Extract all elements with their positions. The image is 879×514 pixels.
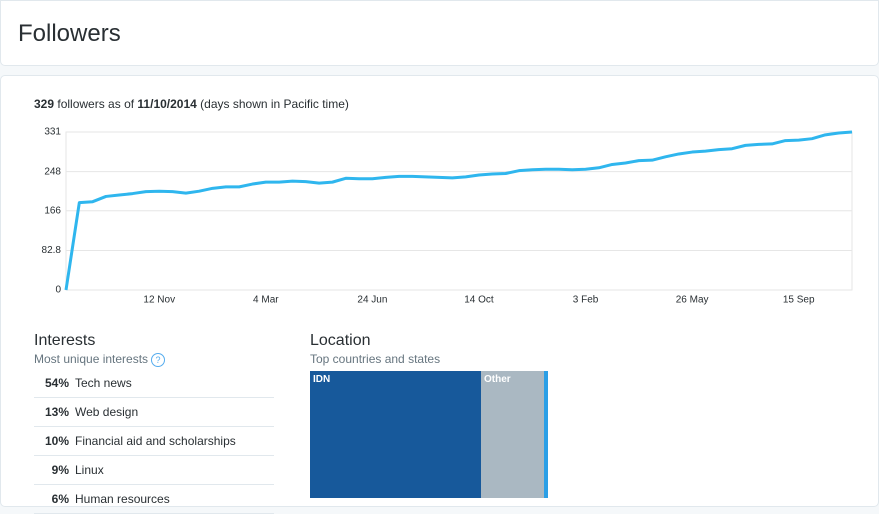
x-tick-label: 14 Oct	[464, 295, 494, 306]
interest-label: Human resources	[75, 492, 170, 506]
interest-label: Tech news	[75, 376, 132, 390]
count: 329	[34, 97, 55, 111]
x-tick-label: 26 May	[676, 295, 709, 306]
x-tick-label: 12 Nov	[143, 295, 175, 306]
page-title: Followers	[18, 20, 121, 47]
x-tick-label: 24 Jun	[357, 295, 387, 306]
interest-row: 6% Human resources	[34, 485, 274, 514]
chart: 0 82.8 166 248 331 12 Nov 4 Mar 24 Jun 14 Oct 3 F…	[42, 127, 853, 306]
interests-subtitle: Most unique interests?	[34, 352, 166, 367]
interest-row: 13% Web design	[34, 398, 274, 427]
note: (days shown in Pacific time)	[200, 97, 349, 111]
location-subtitle: Top countries and states	[310, 352, 441, 366]
header: Followers	[0, 0, 879, 66]
interest-row: 9% Linux	[34, 456, 274, 485]
x-tick-label: 15 Sep	[783, 295, 815, 306]
summary-text: followers as of	[57, 97, 135, 111]
interest-label: Linux	[75, 463, 104, 477]
interests-title: Interests	[34, 332, 96, 349]
summary: 329 followers as of 11/10/2014 (days sho…	[34, 97, 349, 111]
x-tick-label: 3 Feb	[573, 295, 599, 306]
x-tick-label: 4 Mar	[253, 295, 279, 306]
percent: 13%	[44, 405, 69, 419]
line	[64, 130, 853, 291]
y-tick-label: 166	[44, 205, 61, 216]
help-icon[interactable]: ?	[151, 353, 166, 367]
y-tick-label: 248	[44, 166, 61, 177]
location-title: Location	[310, 332, 371, 349]
interest-label: Financial aid and scholarships	[75, 434, 236, 448]
percent: 6%	[51, 492, 69, 506]
interest-label: Web design	[75, 405, 139, 419]
date: 11/10/2014	[137, 97, 197, 111]
percent: 54%	[44, 376, 69, 390]
interest-row: 10% Financial aid and scholarships	[34, 427, 274, 456]
y-tick-label: 82.8	[42, 245, 62, 256]
subtitle-text: Most unique interests	[34, 352, 149, 366]
percent: 9%	[51, 463, 69, 477]
percent: 10%	[44, 434, 69, 448]
y-tick-label: 331	[44, 127, 61, 138]
y-tick-label: 0	[55, 285, 61, 296]
interest-row: 54% Tech news	[34, 369, 274, 398]
treemap-cell[interactable]: IDN	[310, 371, 481, 498]
treemap-cell[interactable]	[544, 371, 548, 498]
treemap-cell[interactable]: Other	[481, 371, 544, 498]
